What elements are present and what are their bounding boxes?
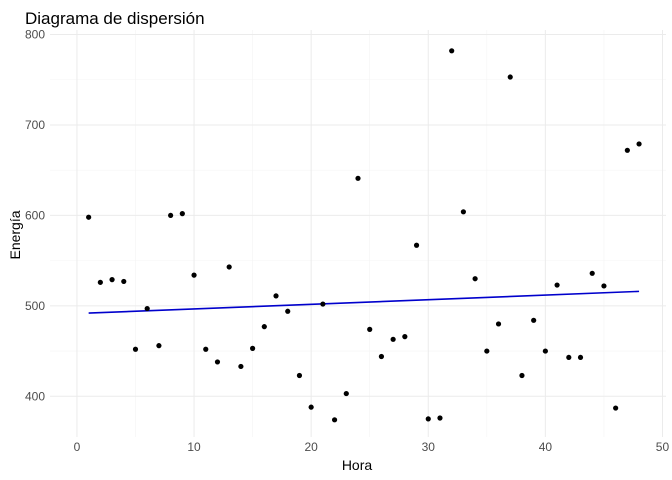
data-point <box>519 372 525 379</box>
data-point <box>250 345 256 351</box>
y-tick-label: 600 <box>25 208 45 222</box>
data-point <box>577 354 584 361</box>
data-point <box>460 209 466 215</box>
data-point <box>296 372 303 379</box>
data-point <box>601 283 607 289</box>
data-point <box>531 317 537 323</box>
data-point <box>132 346 139 352</box>
data-point <box>191 272 197 278</box>
data-point <box>86 214 92 220</box>
data-point <box>402 334 408 340</box>
y-tick-label: 700 <box>25 118 45 132</box>
data-point <box>214 359 221 365</box>
y-axis-title: Energía <box>7 210 23 259</box>
data-point <box>226 264 232 270</box>
data-point <box>156 343 162 349</box>
data-point <box>179 211 185 217</box>
data-point <box>554 282 560 288</box>
data-point <box>566 354 572 361</box>
data-point <box>331 417 338 423</box>
data-point <box>109 277 115 283</box>
data-point <box>449 48 455 54</box>
grid-layer <box>50 30 666 437</box>
data-point <box>367 326 373 332</box>
data-point <box>97 279 103 285</box>
data-point <box>495 321 502 327</box>
data-point <box>273 293 279 299</box>
data-point <box>484 348 490 354</box>
data-point <box>144 305 150 312</box>
x-tick-label: 20 <box>304 440 318 454</box>
data-point <box>203 346 209 352</box>
chart-title: Diagrama de dispersión <box>25 9 205 28</box>
data-point <box>425 416 431 422</box>
data-point <box>308 404 314 410</box>
data-point <box>624 147 630 153</box>
y-tick-label: 400 <box>25 389 45 403</box>
data-point <box>437 415 443 421</box>
data-point <box>238 363 244 370</box>
data-point <box>320 301 326 307</box>
data-point <box>413 242 420 248</box>
point-layer <box>86 48 642 423</box>
data-point <box>542 348 548 354</box>
data-point <box>355 175 361 181</box>
data-point <box>390 336 396 342</box>
y-tick-label: 800 <box>25 28 45 42</box>
y-tick-label: 500 <box>25 299 45 313</box>
data-point <box>613 405 619 411</box>
x-tick-label: 0 <box>74 440 81 454</box>
x-tick-label: 50 <box>656 440 670 454</box>
data-point <box>507 74 513 80</box>
trend-layer <box>88 290 640 314</box>
data-point <box>285 308 291 314</box>
data-point <box>378 353 385 360</box>
data-point <box>168 212 174 219</box>
data-point <box>343 390 349 397</box>
x-axis-title: Hora <box>342 457 373 473</box>
trend-line <box>88 290 640 314</box>
x-tick-label: 10 <box>187 440 201 454</box>
data-point <box>121 278 127 285</box>
tick-labels: 0 10 20 30 40 50 400 500 600 700 800 <box>25 28 670 454</box>
x-tick-label: 30 <box>422 440 436 454</box>
data-point <box>472 276 478 282</box>
x-tick-label: 40 <box>539 440 553 454</box>
data-point <box>261 324 267 330</box>
data-point <box>589 270 595 276</box>
data-point <box>636 141 642 147</box>
